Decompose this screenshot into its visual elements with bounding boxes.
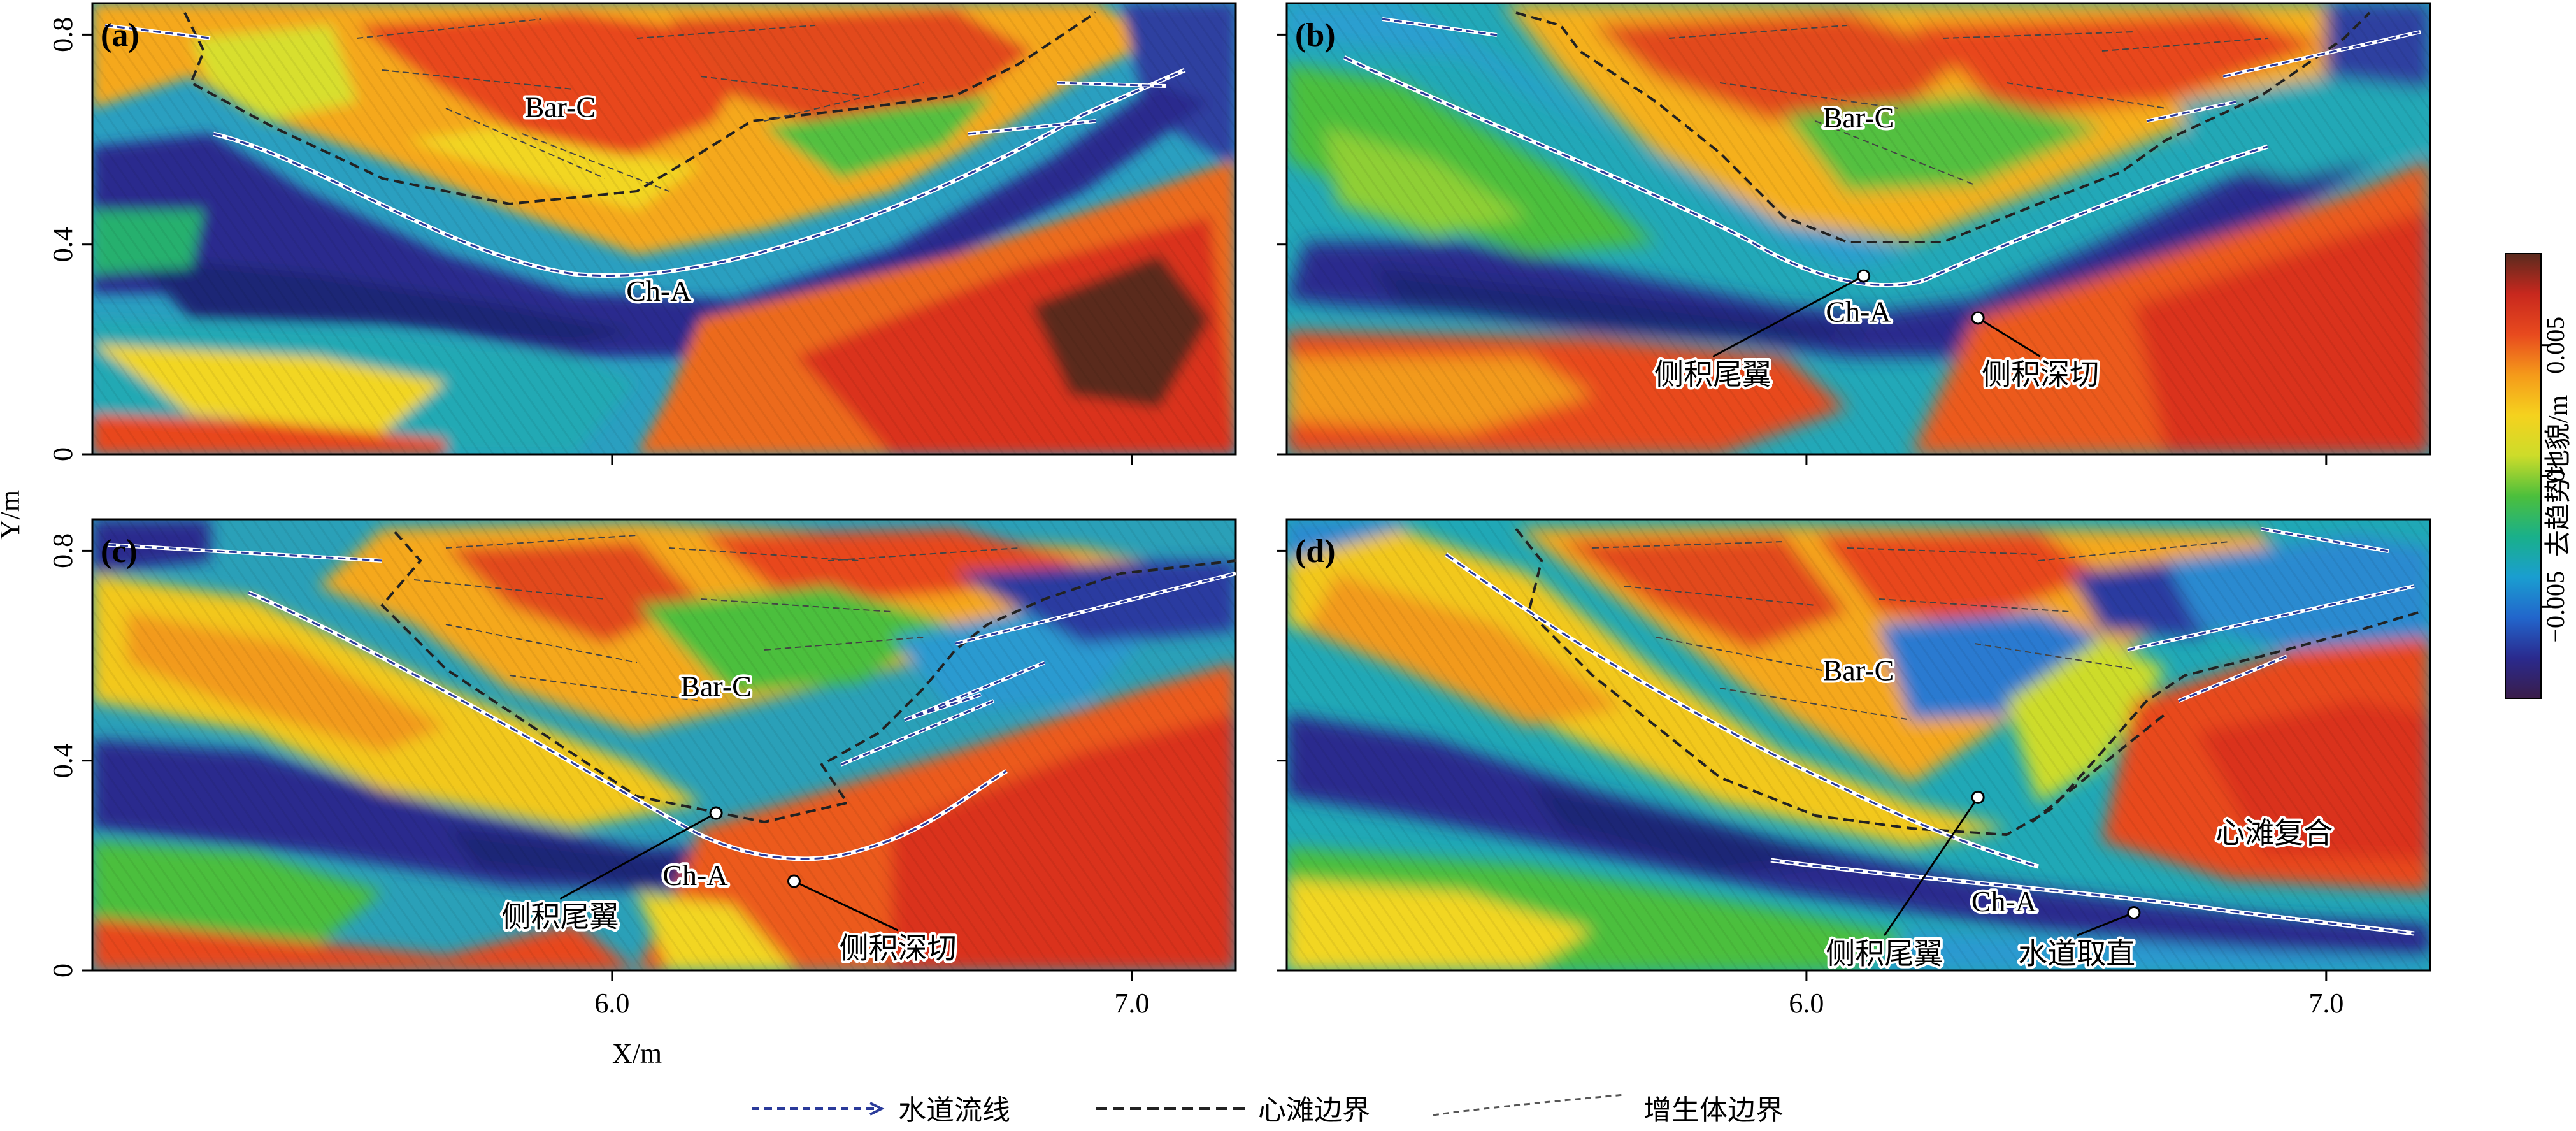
y-tick-label: 0 — [47, 447, 78, 461]
heatmap-a — [92, 3, 1236, 454]
y-tick-label: 0.8 — [47, 533, 78, 568]
colorbar: 0.005 0 −0.005 去趋势地貌/m — [2505, 253, 2573, 699]
legend-label-flow: 水道流线 — [898, 1095, 1010, 1126]
x-axis-label: X/m — [612, 1038, 662, 1069]
colorbar-tick-label: 0.005 — [2541, 317, 2570, 374]
annotation-leader — [1712, 275, 1864, 357]
legend-flow-arrow — [869, 1102, 885, 1116]
annotation-leader — [1884, 796, 1979, 937]
overlay-lines-c — [108, 531, 1236, 861]
x-tick-label: 7.0 — [1114, 988, 1149, 1019]
panel-b: Bar-C Ch-A 侧积尾翼 侧积深切 (b) — [1285, 2, 2431, 456]
annotation-label: 侧积深切 — [840, 932, 957, 965]
colorbar-tick-label: 0 — [2541, 470, 2570, 482]
annotation-leader — [793, 880, 899, 932]
annotation-label: Ch-A — [1971, 885, 2036, 918]
legend-accretion-boundary-line — [1433, 1093, 1625, 1116]
overlay-lines-b — [1343, 11, 2421, 287]
colorbar-label: 去趋势地貌/m — [2544, 395, 2573, 558]
legend: 水道流线 心滩边界 增生体边界 — [752, 1093, 1784, 1126]
overlay-lines-d — [1444, 527, 2421, 936]
legend-label-bar-boundary: 心滩边界 — [1258, 1095, 1370, 1126]
annotation-label: Bar-C — [680, 670, 752, 702]
annotation-point — [709, 806, 723, 820]
annotation-label: Bar-C — [1823, 654, 1894, 687]
annotation-leader — [1977, 317, 2041, 357]
panel-label-a: (a) — [101, 17, 140, 54]
annotation-leader — [2076, 912, 2135, 937]
annotation-label: 心滩复合 — [2215, 817, 2333, 849]
overlay-lines-a — [104, 11, 1186, 278]
heatmap-b — [1287, 3, 2430, 454]
axes: 0 0.4 0.8 6.0 7.0 0 0.4 0.8 6.0 7.0 — [47, 17, 2343, 1019]
annotation-label: 侧积尾翼 — [501, 901, 619, 933]
annotation-label: 侧积尾翼 — [1654, 359, 1771, 391]
x-tick-label: 6.0 — [594, 988, 629, 1019]
annotation-point — [1971, 790, 1985, 804]
annotation-point — [1857, 269, 1871, 283]
annotation-label: 水道取直 — [2018, 937, 2135, 970]
colorbar-ticks: 0.005 0 −0.005 — [2541, 317, 2570, 643]
y-tick-label: 0.8 — [47, 17, 78, 52]
y-tick-label: 0.4 — [47, 227, 78, 262]
annotation-point — [1971, 311, 1985, 325]
colorbar-gradient — [2505, 253, 2542, 699]
panel-label-c: (c) — [101, 533, 138, 570]
panel-a: Bar-C Ch-A (a) — [91, 2, 1237, 456]
annotation-label: 侧积尾翼 — [1826, 937, 1943, 970]
y-tick-label: 0 — [47, 963, 78, 977]
annotation-point — [2127, 905, 2141, 919]
colorbar-tick-label: −0.005 — [2541, 571, 2570, 643]
annotations-a: Bar-C Ch-A — [522, 89, 694, 310]
annotation-leader — [559, 812, 717, 900]
annotation-label: Bar-C — [525, 91, 596, 124]
x-tick-label: 7.0 — [2308, 988, 2343, 1019]
y-tick-label: 0.4 — [47, 743, 78, 778]
panel-label-d: (d) — [1295, 533, 1336, 570]
heatmap-d — [1287, 519, 2430, 970]
annotation-label: Ch-A — [662, 859, 727, 891]
annotation-label: Bar-C — [1823, 101, 1894, 134]
annotation-label: Ch-A — [626, 275, 691, 307]
legend-label-accretion-boundary: 增生体边界 — [1643, 1095, 1784, 1126]
heatmap-c — [92, 519, 1236, 970]
annotation-label: Ch-A — [1826, 296, 1891, 328]
annotations-b: Bar-C Ch-A 侧积尾翼 侧积深切 — [1652, 99, 2101, 393]
panel-label-b: (b) — [1295, 17, 1336, 54]
annotation-label: 侧积深切 — [1982, 359, 2099, 391]
annotation-point — [787, 874, 801, 888]
x-tick-label: 6.0 — [1789, 988, 1824, 1019]
y-axis-label: Y/m — [0, 490, 25, 540]
